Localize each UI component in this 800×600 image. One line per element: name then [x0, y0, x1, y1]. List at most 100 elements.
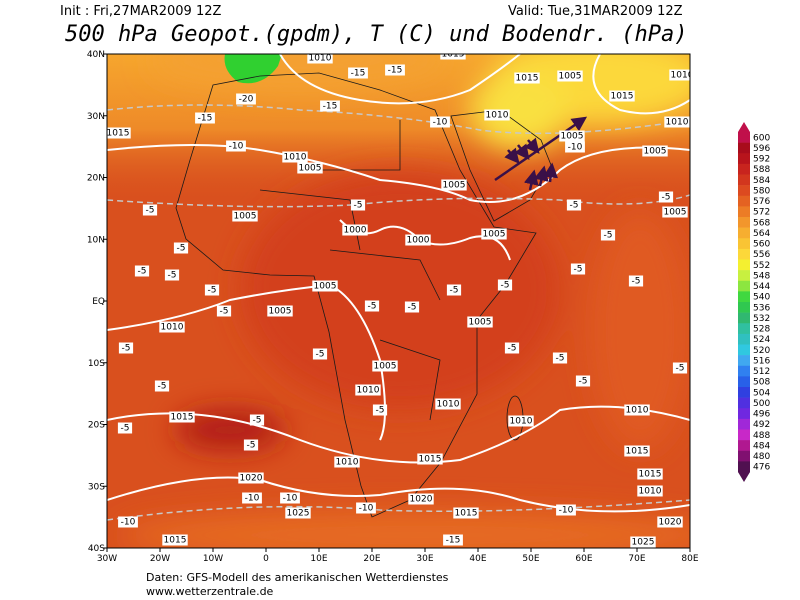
- colorbar-cell: [738, 206, 750, 218]
- colorbar-cell: [738, 217, 750, 228]
- contour-label-box: [642, 145, 668, 157]
- contour-label: 1015: [639, 470, 662, 480]
- contour-label: -5: [501, 281, 510, 291]
- lat-label: 40S: [88, 544, 105, 554]
- colorbar-cell: [738, 185, 750, 197]
- contour-label-box: [404, 301, 420, 313]
- contour-label: 1025: [287, 509, 310, 519]
- colorbar-label: 584: [753, 176, 770, 186]
- lon-label: 20E: [363, 554, 380, 564]
- contour-label: 1005: [299, 164, 322, 174]
- lon-label: 70E: [628, 554, 645, 564]
- contour-label: 1015: [107, 129, 130, 139]
- lat-label: 10S: [88, 359, 105, 369]
- contour-label-box: [504, 342, 520, 354]
- contour-label: 1010: [626, 406, 649, 416]
- colorbar-top-tip: [738, 122, 750, 132]
- contour-label: 1025: [632, 538, 655, 548]
- contour-label-box: [307, 54, 333, 64]
- contour-label-box: [609, 90, 635, 102]
- contour-label: -10: [568, 143, 583, 153]
- contour-label: 1005: [269, 307, 292, 317]
- lon-label: 30W: [97, 554, 117, 564]
- colorbar-label: 484: [753, 441, 770, 451]
- colorbar-label: 588: [753, 165, 770, 175]
- lat-label: 30N: [87, 112, 105, 122]
- contour-label: -20: [239, 95, 254, 105]
- contour-label-box: [658, 191, 674, 203]
- init-time: Init : Fri,27MAR2009 12Z: [60, 4, 221, 19]
- contour-label-box: [552, 352, 568, 364]
- colorbar-cell: [738, 365, 750, 377]
- colorbar-cell: [738, 259, 750, 271]
- colorbar-cell: [738, 429, 750, 441]
- contour-label-box: [312, 280, 338, 292]
- contour-label: -10: [121, 518, 136, 528]
- colorbar-label: 524: [753, 335, 770, 345]
- contour-label-box: [164, 269, 180, 281]
- colorbar-label: 560: [753, 240, 770, 250]
- lat-label: EQ: [92, 297, 105, 307]
- contour-label-box: [118, 516, 138, 528]
- contour-label: -15: [323, 102, 338, 112]
- lon-label: 60E: [575, 554, 592, 564]
- contour-label: -5: [247, 441, 256, 451]
- contour-label-box: [570, 263, 586, 275]
- contour-label-box: [508, 415, 534, 427]
- lat-label: 20N: [87, 174, 105, 184]
- contour-label-box: [249, 414, 265, 426]
- colorbar-label: 500: [753, 399, 770, 409]
- contour-label: 1015: [419, 455, 442, 465]
- contour-label-box: [236, 93, 256, 105]
- contour-label-box: [169, 411, 195, 423]
- contour-label: 1010: [486, 111, 509, 121]
- contour-label-box: [285, 507, 311, 519]
- contour-label-box: [355, 384, 381, 396]
- colorbar-cell: [738, 397, 750, 409]
- lon-label: 40E: [469, 554, 486, 564]
- contour-label-box: [159, 321, 185, 333]
- colorbar-cell: [738, 344, 750, 356]
- colorbar-cell: [738, 418, 750, 430]
- colorbar-cell: [738, 227, 750, 239]
- colorbar-cell: [738, 280, 750, 292]
- lon-label: 50E: [522, 554, 539, 564]
- contour-label: -5: [574, 265, 583, 275]
- contour-label-box: [162, 534, 188, 546]
- lat-label: 30S: [88, 482, 105, 492]
- contour-label-box: [664, 116, 690, 128]
- colorbar-cell: [738, 163, 750, 175]
- contour-label: 1010: [510, 417, 533, 427]
- colorbar-label: 504: [753, 388, 770, 398]
- colorbar-label: 488: [753, 431, 770, 441]
- colorbar-cell: [738, 461, 750, 473]
- colorbar-label: 536: [753, 303, 770, 313]
- contour-label: -5: [121, 424, 130, 434]
- lat-label: 20S: [88, 421, 105, 431]
- contour-label: -10: [283, 494, 298, 504]
- contour-label: -5: [408, 303, 417, 313]
- contour-label: -10: [359, 504, 374, 514]
- contour-label: 1005: [483, 230, 506, 240]
- contour-label: 1005: [234, 212, 257, 222]
- contour-label-box: [566, 199, 582, 211]
- contour-label-box: [117, 422, 133, 434]
- colorbar-label: 532: [753, 314, 770, 324]
- map-title: 500 hPa Geopot.(gpdm), T (C) und Bodendr…: [65, 22, 688, 47]
- contour-label: 1010: [336, 458, 359, 468]
- colorbar-cell: [738, 450, 750, 462]
- contour-label: -5: [122, 344, 131, 354]
- contour-label: -5: [368, 302, 377, 312]
- contour-label-box: [672, 362, 688, 374]
- contour-label-box: [356, 502, 376, 514]
- contour-label-box: [282, 151, 308, 163]
- valid-time: Valid: Tue,31MAR2009 12Z: [508, 4, 683, 19]
- contour-label-box: [453, 507, 479, 519]
- contour-label: 1020: [659, 518, 682, 528]
- contour-label-box: [417, 453, 443, 465]
- contour-label-box: [372, 404, 388, 416]
- contour-label: 1010: [357, 386, 380, 396]
- colorbar-label: 516: [753, 356, 770, 366]
- contour-label-box: [556, 504, 576, 516]
- colorbar-cell: [738, 248, 750, 260]
